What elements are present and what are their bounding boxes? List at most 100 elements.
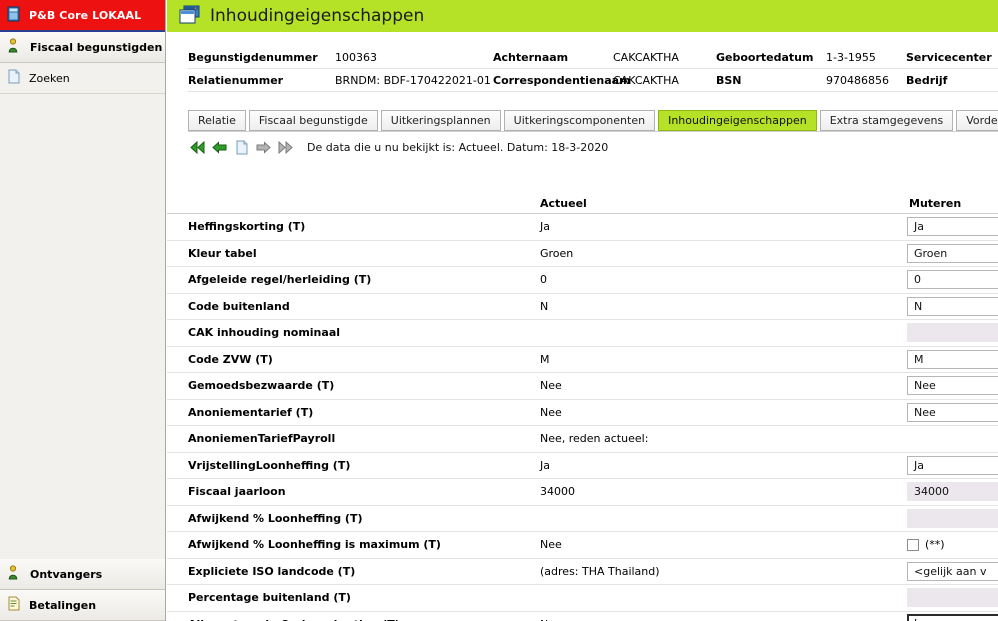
table-row: Fiscaal jaarloon 34000 34000 <box>167 479 998 506</box>
next-page-icon[interactable] <box>254 139 273 156</box>
field-value: 100363 <box>335 51 377 64</box>
row-edit-cell: Groen <box>907 243 998 263</box>
info-row: Begunstigdenummer 100363 Achternaam CAKC… <box>188 46 998 69</box>
sidebar-item-fiscaal-begunstigden[interactable]: Fiscaal begunstigden <box>0 32 165 63</box>
row-current-value: Nee, reden actueel: <box>540 432 649 446</box>
sidebar-item-label: Zoeken <box>29 71 70 85</box>
row-current-value: Ja <box>540 220 550 234</box>
tab-fiscaal-begunstigde[interactable]: Fiscaal begunstigde <box>248 110 378 131</box>
row-current-value: Nee <box>540 379 562 393</box>
row-label: Fiscaal jaarloon <box>188 485 286 499</box>
row-input-field[interactable]: Ja <box>907 455 998 475</box>
row-input-field[interactable]: Ja <box>907 217 998 237</box>
row-label: Code buitenland <box>188 299 290 313</box>
row-current-value: Nee <box>540 618 907 621</box>
table-row: Kleur tabel Groen Groen <box>167 241 998 267</box>
row-edit-cell: Nee <box>907 402 998 422</box>
document-icon <box>8 596 20 614</box>
row-current-value: 34000 <box>540 485 575 499</box>
row-input-field[interactable]: M <box>907 349 998 369</box>
last-page-icon[interactable] <box>276 139 295 156</box>
table-row: Percentage buitenland (T) <box>167 585 998 612</box>
main-content: Begunstigdenummer 100363 Achternaam CAKC… <box>167 32 998 621</box>
cascading-windows-icon <box>179 5 201 28</box>
table-row: Code ZVW (T) M M <box>167 347 998 373</box>
checkbox-note: (**) <box>925 538 945 552</box>
previous-page-icon[interactable] <box>210 139 229 156</box>
table-row: Gemoedsbezwaarde (T) Nee Nee <box>167 373 998 400</box>
table-header-row: Actueel Muteren <box>167 193 998 214</box>
table-row: VrijstellingLoonheffing (T) Ja Ja <box>167 453 998 479</box>
row-edit-cell: (**) <box>907 538 998 551</box>
field-value: BRNDM: BDF-170422021-01 <box>335 73 491 87</box>
row-label: Gemoedsbezwaarde (T) <box>188 379 335 393</box>
sidebar-item-label: Ontvangers <box>30 567 103 581</box>
row-input-field[interactable]: Groen <box>907 243 998 263</box>
navigation-status-text: De data die u nu bekijkt is: Actueel. Da… <box>307 140 609 154</box>
field-value: 1-3-1955 <box>826 51 876 64</box>
row-readonly-field <box>907 323 998 343</box>
tab-uitkeringsplannen[interactable]: Uitkeringsplannen <box>380 110 501 131</box>
field-label: Relatienummer <box>188 73 284 87</box>
field-value: 970486856 <box>826 73 889 87</box>
sidebar-item-label: Betalingen <box>29 598 97 612</box>
sidebar: P&B Core LOKAAL Fiscaal begunstigden Zoe… <box>0 0 166 621</box>
tab-relatie[interactable]: Relatie <box>188 110 246 131</box>
field-label: Servicecenter <box>906 51 992 64</box>
row-input-field[interactable]: Nee <box>907 376 998 396</box>
row-input-field[interactable]: N <box>907 296 998 316</box>
tab-uitkeringscomponenten[interactable]: Uitkeringscomponenten <box>503 110 656 131</box>
table-row: CAK inhouding nominaal <box>167 320 998 347</box>
current-page-icon[interactable] <box>232 139 251 156</box>
tab-vorderingen[interactable]: Vorderingen <box>956 110 998 131</box>
row-label: Heffingskorting (T) <box>188 220 306 234</box>
brand-label: P&B Core LOKAAL <box>29 8 142 22</box>
tab-inhoudingeigenschappen[interactable]: Inhoudingeigenschappen <box>658 110 817 131</box>
row-input-field[interactable]: Ja <box>907 614 998 621</box>
row-current-value: Nee <box>540 405 562 419</box>
row-current-value: Groen <box>540 246 574 260</box>
page-title: Inhoudingeigenschappen <box>210 6 425 26</box>
row-edit-cell: 34000 <box>907 482 998 502</box>
record-navigation-bar: De data die u nu bekijkt is: Actueel. Da… <box>188 137 998 157</box>
row-current-value: Nee <box>540 538 562 552</box>
tab-bar: Relatie Fiscaal begunstigde Uitkeringsplan… <box>188 109 998 131</box>
sidebar-item-betalingen[interactable]: Betalingen <box>0 590 165 621</box>
row-current-value: (adres: THA Thailand) <box>540 564 660 578</box>
checkbox-group: (**) <box>907 538 998 551</box>
page-title-bar: Inhoudingeigenschappen <box>167 0 998 32</box>
table-row: Heffingskorting (T) Ja Ja <box>167 214 998 241</box>
sidebar-item-ontvangers[interactable]: Ontvangers <box>0 559 165 590</box>
table-row: Afwijkend % Loonheffing is maximum (T) Ne… <box>167 532 998 559</box>
field-value: CAKCAKTHA <box>613 73 679 87</box>
row-edit-cell: 0 <box>907 270 998 290</box>
column-header-muteren: Muteren <box>909 196 962 210</box>
properties-table: Actueel Muteren Heffingskorting (T) Ja Ja K… <box>167 193 998 621</box>
row-label: Kleur tabel <box>188 246 257 260</box>
row-input-field[interactable]: Nee <box>907 402 998 422</box>
brand-bar: P&B Core LOKAAL <box>0 0 165 32</box>
row-input-field[interactable]: <gelijk aan v <box>907 561 998 581</box>
first-page-icon[interactable] <box>188 139 207 156</box>
row-edit-cell <box>907 508 998 528</box>
row-checkbox[interactable] <box>907 538 919 551</box>
sidebar-bottom-group: Ontvangers Betalingen <box>0 559 165 621</box>
row-label: AnoniemenTariefPayroll <box>188 432 336 446</box>
table-row: Expliciete ISO landcode (T) (adres: THA T… <box>167 559 998 585</box>
tab-extra-stamgegevens[interactable]: Extra stamgegevens <box>819 110 954 131</box>
row-input-field[interactable]: 0 <box>907 270 998 290</box>
sidebar-item-zoeken[interactable]: Zoeken <box>0 63 165 94</box>
row-current-value: M <box>540 352 550 366</box>
tab-underline <box>188 131 998 132</box>
row-label: Code ZVW (T) <box>188 352 273 366</box>
sidebar-item-label: Fiscaal begunstigden <box>30 40 163 54</box>
row-edit-cell <box>907 588 998 608</box>
field-label: Achternaam <box>493 51 569 64</box>
row-edit-cell: M <box>907 349 998 369</box>
row-label: Afgeleide regel/herleiding (T) <box>188 273 372 287</box>
field-label: Geboortedatum <box>716 51 814 64</box>
table-body: Heffingskorting (T) Ja Ja Kleur tabel Groen G… <box>167 214 998 621</box>
table-row: Afgeleide regel/herleiding (T) 0 0 <box>167 267 998 294</box>
row-label: Afwijkend % Loonheffing is maximum (T) <box>188 538 441 552</box>
